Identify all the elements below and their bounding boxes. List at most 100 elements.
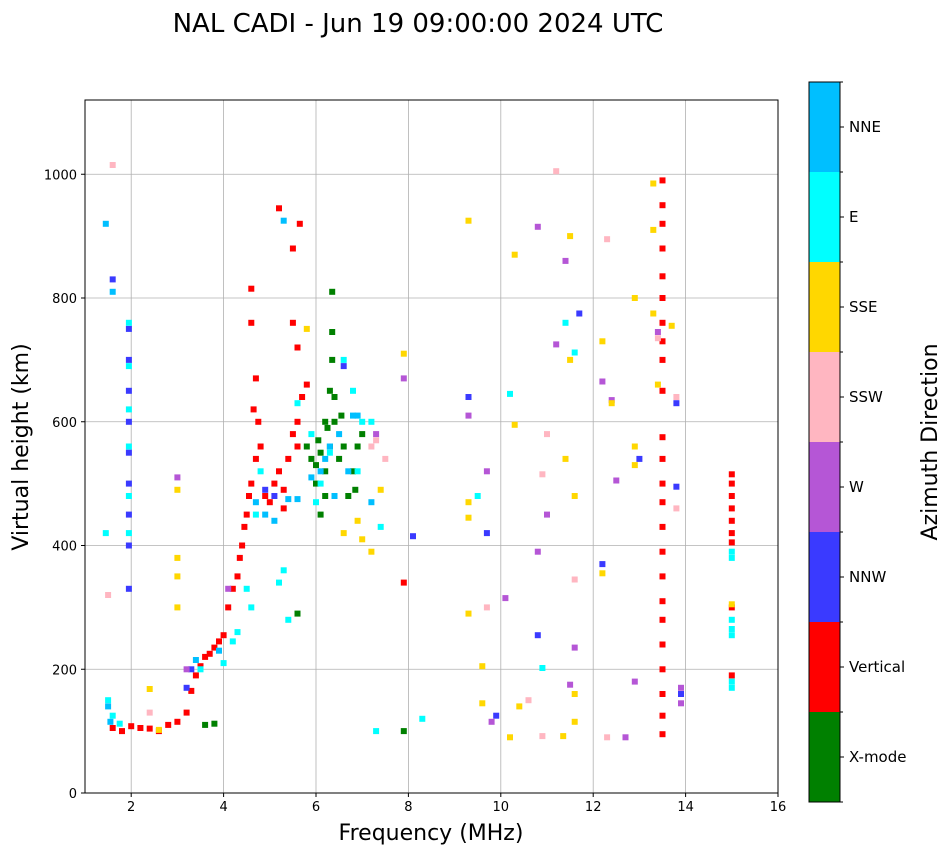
data-point-vertical — [236, 554, 243, 561]
data-point-vertical — [659, 387, 666, 394]
data-point-ssw — [539, 471, 546, 478]
data-point-x-mode — [359, 431, 366, 438]
data-points — [102, 162, 735, 741]
data-point-sse — [608, 400, 615, 407]
data-point-e — [257, 468, 264, 475]
data-point-e — [125, 493, 132, 499]
colorbar-segment — [809, 622, 840, 712]
data-point-ssw — [654, 335, 661, 342]
data-point-sse — [174, 573, 181, 580]
data-point-x-mode — [202, 721, 209, 728]
data-point-vertical — [239, 542, 246, 549]
data-point-vertical — [659, 666, 666, 673]
data-point-x-mode — [331, 418, 338, 425]
data-point-vertical — [659, 598, 666, 605]
data-point-vertical — [728, 539, 735, 546]
data-point-nne — [280, 217, 287, 224]
data-point-sse — [507, 734, 513, 741]
data-point-nnw — [599, 561, 606, 568]
colorbar-segment — [809, 442, 840, 532]
colorbar-segment — [809, 532, 840, 622]
data-point-vertical — [659, 499, 666, 506]
data-point-vertical — [659, 691, 666, 697]
data-point-vertical — [659, 641, 666, 648]
data-point-w — [599, 378, 606, 385]
data-point-vertical — [659, 480, 666, 487]
data-point-ssw — [673, 394, 680, 400]
data-point-nnw — [125, 542, 132, 549]
axis-ticks: 2 4 6 8 10 12 14 16 0 200 400 600 800 1000 — [44, 168, 786, 815]
data-point-sse — [654, 381, 661, 388]
data-point-w — [225, 585, 232, 592]
data-point-vertical — [146, 725, 153, 732]
data-point-vertical — [234, 573, 241, 580]
data-point-ssw — [373, 437, 380, 444]
data-point-e — [373, 728, 380, 735]
data-point-nne — [354, 412, 361, 419]
y-tick-label: 0 — [69, 787, 77, 802]
data-point-x-mode — [322, 468, 329, 475]
y-tick-label: 1000 — [44, 168, 77, 183]
data-point-e — [116, 720, 123, 727]
x-tick-label: 6 — [312, 800, 320, 815]
data-point-x-mode — [352, 486, 359, 493]
data-point-nnw — [493, 712, 500, 719]
data-point-ssw — [382, 455, 389, 462]
data-point-vertical — [137, 725, 144, 731]
data-point-x-mode — [350, 468, 356, 475]
data-point-vertical — [248, 319, 255, 326]
data-point-nne — [271, 517, 278, 524]
data-point-w — [544, 511, 550, 518]
data-point-w — [631, 678, 638, 685]
data-point-w — [488, 718, 495, 725]
chart-title: NAL CADI - Jun 19 09:00:00 2024 UTC — [173, 9, 664, 39]
data-point-ssw — [483, 604, 490, 611]
colorbar-label: Vertical — [849, 658, 905, 676]
data-point-nnw — [678, 691, 684, 697]
x-tick-label: 4 — [219, 800, 227, 815]
data-point-nne — [107, 718, 114, 725]
data-point-nnw — [410, 533, 416, 540]
data-point-sse — [479, 700, 486, 707]
data-point-e — [294, 400, 301, 407]
data-point-x-mode — [324, 424, 331, 431]
data-point-nnw — [271, 493, 278, 499]
data-point-vertical — [255, 418, 262, 425]
data-point-vertical — [243, 511, 250, 518]
data-point-w — [400, 375, 407, 382]
data-point-w — [622, 734, 629, 741]
data-point-w — [534, 548, 541, 555]
data-point-vertical — [289, 431, 296, 438]
data-point-vertical — [296, 220, 303, 227]
data-point-nne — [285, 496, 292, 503]
data-point-sse — [511, 251, 518, 258]
data-point-e — [109, 712, 116, 719]
data-point-nnw — [125, 356, 132, 363]
data-point-e — [728, 678, 735, 685]
data-point-w — [678, 700, 684, 707]
data-point-sse — [146, 686, 153, 692]
data-point-ssw — [604, 734, 611, 741]
data-point-vertical — [225, 604, 232, 611]
data-point-vertical — [659, 731, 666, 738]
data-point-e — [571, 349, 578, 356]
data-point-e — [125, 443, 132, 450]
data-point-vertical — [728, 505, 735, 512]
y-tick-label: 200 — [52, 663, 77, 678]
data-point-nnw — [534, 632, 541, 639]
data-point-nne — [109, 288, 116, 295]
data-point-nnw — [125, 449, 132, 456]
data-point-x-mode — [336, 455, 343, 462]
data-point-e — [229, 638, 236, 645]
data-point-w — [534, 223, 541, 230]
colorbar-segment — [809, 172, 840, 262]
data-point-x-mode — [329, 356, 336, 363]
data-point-w — [571, 644, 578, 651]
data-point-ssw — [604, 236, 611, 243]
data-point-vertical — [119, 728, 125, 735]
data-point-ssw — [544, 431, 550, 438]
x-tick-label: 8 — [404, 800, 412, 815]
x-tick-label: 12 — [585, 800, 602, 815]
data-point-x-mode — [340, 443, 347, 450]
data-point-sse — [571, 493, 578, 499]
